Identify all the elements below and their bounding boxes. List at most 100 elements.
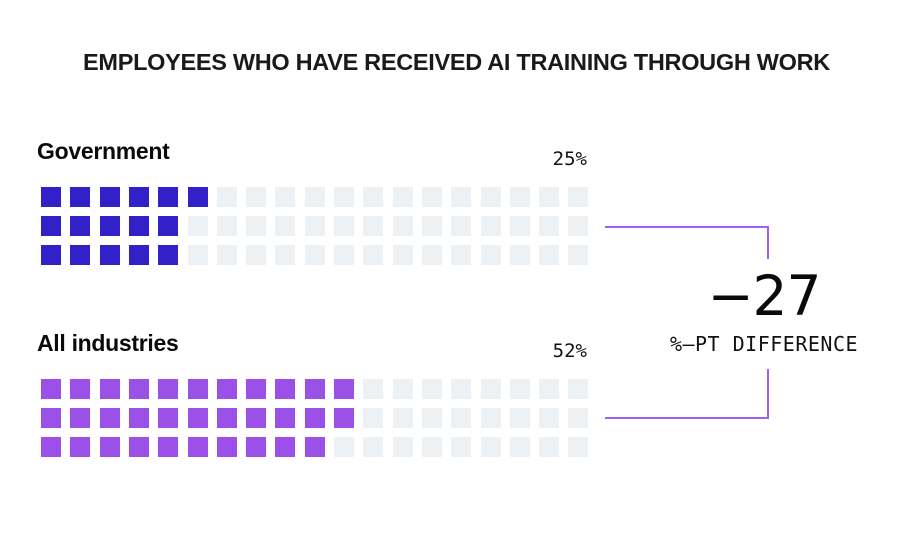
waffle-cell-empty xyxy=(246,245,266,265)
bracket-top-vertical xyxy=(767,226,769,259)
chart-title: EMPLOYEES WHO HAVE RECEIVED AI TRAINING … xyxy=(83,49,830,75)
waffle-cell-filled xyxy=(70,216,90,236)
waffle-cell-empty xyxy=(451,187,471,207)
waffle-cell-empty xyxy=(217,216,237,236)
bracket-bottom-vertical xyxy=(767,369,769,419)
waffle-cell-empty xyxy=(217,245,237,265)
waffle-cell-empty xyxy=(510,216,530,236)
waffle-cell-empty xyxy=(393,437,413,457)
waffle-cell-filled xyxy=(217,437,237,457)
waffle-cell-empty xyxy=(539,437,559,457)
waffle-cell-filled xyxy=(129,379,149,399)
group-value: 25% xyxy=(552,148,587,170)
waffle-cell-filled xyxy=(305,408,325,428)
waffle-cell-empty xyxy=(334,245,354,265)
waffle-cell-empty xyxy=(305,245,325,265)
waffle-cell-empty xyxy=(539,379,559,399)
waffle-cell-empty xyxy=(363,245,383,265)
waffle-cell-filled xyxy=(41,245,61,265)
waffle-cell-filled xyxy=(158,187,178,207)
waffle-cell-empty xyxy=(568,245,588,265)
waffle-cell-empty xyxy=(539,216,559,236)
waffle-cell-filled xyxy=(41,216,61,236)
waffle-cell-empty xyxy=(363,187,383,207)
waffle-cell-filled xyxy=(275,408,295,428)
waffle-cell-filled xyxy=(246,379,266,399)
waffle-cell-filled xyxy=(188,437,208,457)
waffle-cell-filled xyxy=(188,187,208,207)
waffle-cell-empty xyxy=(217,187,237,207)
bracket-bottom-horizontal xyxy=(605,417,769,419)
waffle-cell-filled xyxy=(158,437,178,457)
waffle-cell-empty xyxy=(422,245,442,265)
waffle-cell-empty xyxy=(422,408,442,428)
waffle-cell-empty xyxy=(539,408,559,428)
waffle-cell-filled xyxy=(41,187,61,207)
waffle-cell-empty xyxy=(393,408,413,428)
waffle-cell-filled xyxy=(129,245,149,265)
waffle-cell-empty xyxy=(539,245,559,265)
waffle-cell-empty xyxy=(568,216,588,236)
waffle-cell-empty xyxy=(451,379,471,399)
waffle-cell-filled xyxy=(41,437,61,457)
waffle-cell-filled xyxy=(41,408,61,428)
waffle-cell-empty xyxy=(451,437,471,457)
group-label: Government xyxy=(37,138,170,164)
waffle-cell-filled xyxy=(100,187,120,207)
waffle-cell-filled xyxy=(305,379,325,399)
waffle-cell-filled xyxy=(334,408,354,428)
waffle-cell-empty xyxy=(451,408,471,428)
waffle-cell-filled xyxy=(217,408,237,428)
waffle-cell-filled xyxy=(70,408,90,428)
waffle-cell-empty xyxy=(393,187,413,207)
waffle-cell-filled xyxy=(129,187,149,207)
waffle-cell-filled xyxy=(70,187,90,207)
waffle-cell-filled xyxy=(100,408,120,428)
waffle-cell-empty xyxy=(539,187,559,207)
waffle-cell-empty xyxy=(363,379,383,399)
waffle-cell-empty xyxy=(510,245,530,265)
waffle-cell-filled xyxy=(275,437,295,457)
waffle-cell-empty xyxy=(188,216,208,236)
waffle-cell-filled xyxy=(129,216,149,236)
waffle-cell-filled xyxy=(275,379,295,399)
waffle-cell-filled xyxy=(129,408,149,428)
waffle-cell-filled xyxy=(100,379,120,399)
waffle-cell-empty xyxy=(510,187,530,207)
waffle-cell-empty xyxy=(481,245,501,265)
waffle-cell-filled xyxy=(70,379,90,399)
waffle-cell-empty xyxy=(422,437,442,457)
waffle-cell-filled xyxy=(158,379,178,399)
waffle-cell-filled xyxy=(129,437,149,457)
waffle-cell-empty xyxy=(451,245,471,265)
waffle-cell-filled xyxy=(305,437,325,457)
waffle-cell-empty xyxy=(481,216,501,236)
waffle-cell-empty xyxy=(334,187,354,207)
waffle-cell-filled xyxy=(158,408,178,428)
waffle-cell-empty xyxy=(188,245,208,265)
waffle-cell-filled xyxy=(100,437,120,457)
waffle-cell-filled xyxy=(41,379,61,399)
waffle-cell-empty xyxy=(334,216,354,236)
waffle-cell-empty xyxy=(393,216,413,236)
waffle-cell-empty xyxy=(363,216,383,236)
waffle-cell-filled xyxy=(70,245,90,265)
difference-label: %–PT DIFFERENCE xyxy=(669,332,859,356)
waffle-cell-empty xyxy=(481,187,501,207)
waffle-cell-empty xyxy=(275,187,295,207)
waffle-cell-empty xyxy=(568,379,588,399)
waffle-cell-empty xyxy=(363,408,383,428)
waffle-cell-empty xyxy=(393,379,413,399)
waffle-cell-empty xyxy=(510,437,530,457)
waffle-cell-filled xyxy=(334,379,354,399)
waffle-cell-filled xyxy=(246,408,266,428)
waffle-cell-filled xyxy=(188,408,208,428)
waffle-cell-filled xyxy=(158,216,178,236)
waffle-cell-filled xyxy=(158,245,178,265)
waffle-cell-empty xyxy=(305,187,325,207)
waffle-cell-empty xyxy=(422,187,442,207)
waffle-cell-empty xyxy=(568,187,588,207)
waffle-cell-filled xyxy=(70,437,90,457)
group-value: 52% xyxy=(552,340,587,362)
waffle-cell-empty xyxy=(481,408,501,428)
